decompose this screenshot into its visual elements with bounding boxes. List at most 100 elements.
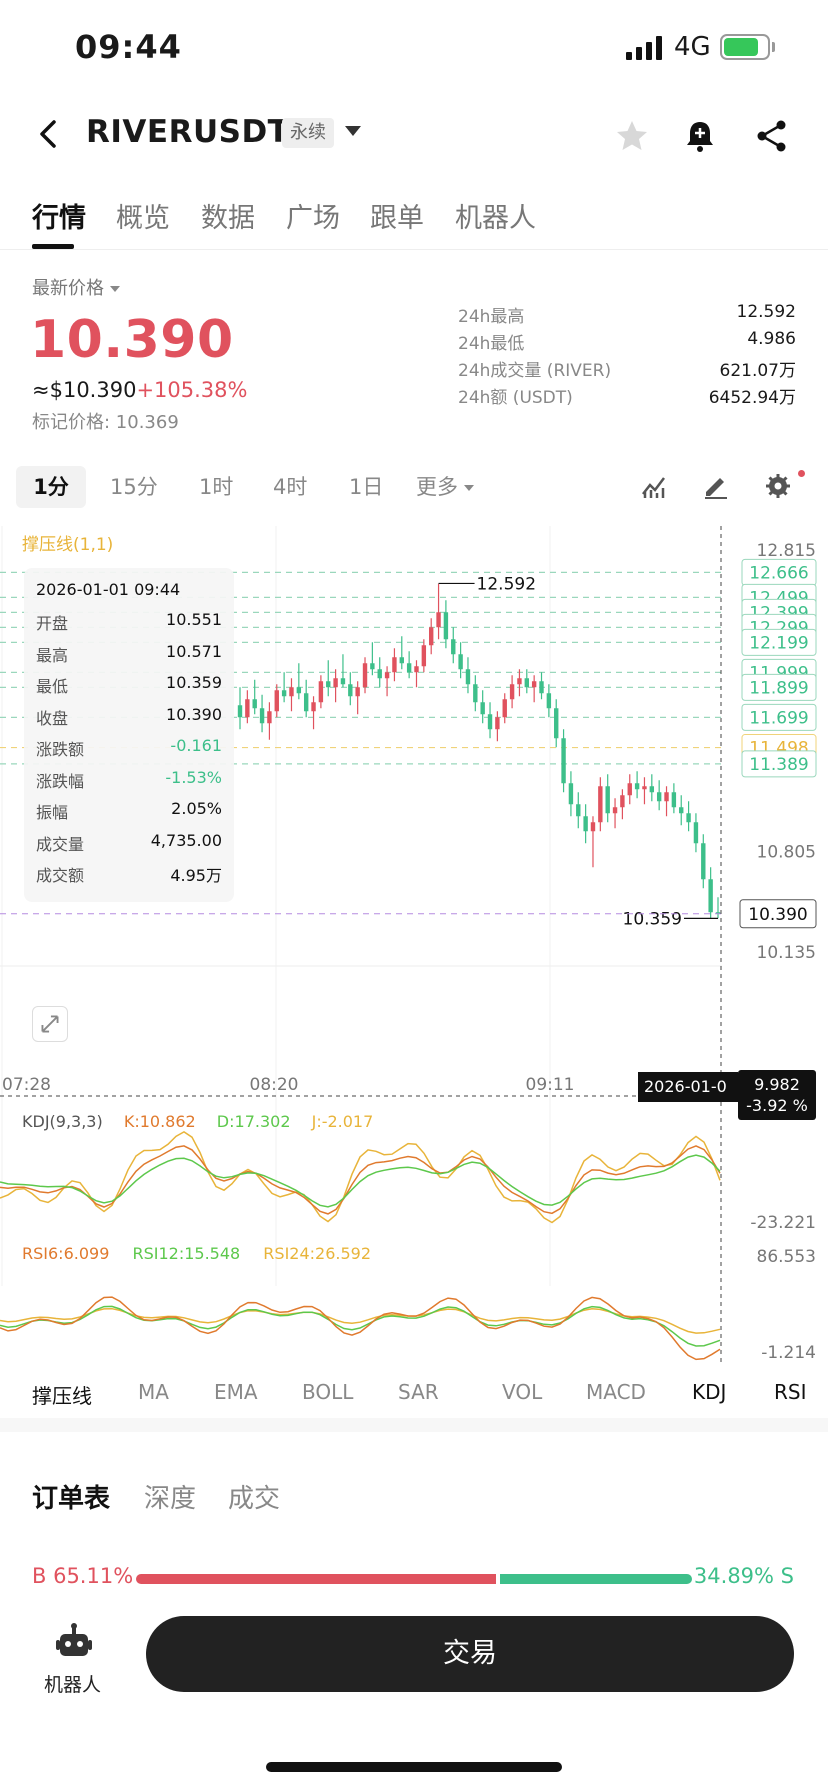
interval-15m[interactable]: 15分 bbox=[110, 475, 158, 499]
candle-body-64 bbox=[708, 879, 713, 913]
candle-body-61 bbox=[686, 813, 691, 823]
tab-market[interactable]: 行情 bbox=[32, 203, 86, 234]
signal-icon bbox=[626, 36, 662, 60]
kdj-k-value: K:10.862 bbox=[123, 1112, 196, 1131]
chart-area[interactable]: 12.666 12.499 12.399 12.299 12.199 11.999 11.8… bbox=[0, 526, 828, 1366]
candle-body-26 bbox=[429, 627, 434, 646]
candle-body-46 bbox=[576, 804, 581, 817]
indicator-chart-icon[interactable] bbox=[640, 472, 668, 500]
change-percent: +105.38% bbox=[136, 378, 248, 402]
ind-tab-vol[interactable]: VOL bbox=[502, 1380, 543, 1404]
candle-body-63 bbox=[701, 843, 706, 880]
candle-body-51 bbox=[612, 807, 618, 814]
rsi24-line bbox=[0, 1307, 721, 1334]
candle-body-30 bbox=[458, 654, 463, 670]
tab-square[interactable]: 广场 bbox=[286, 203, 340, 234]
back-icon[interactable] bbox=[30, 114, 70, 154]
symbol-dropdown-icon[interactable] bbox=[345, 126, 361, 136]
draw-pen-icon[interactable] bbox=[702, 472, 730, 500]
kdj-k-line bbox=[0, 1145, 721, 1215]
candle-body-33 bbox=[480, 702, 485, 715]
ohlc-row-change: 涨跌额 -0.161 bbox=[36, 736, 222, 759]
ohlc-row-volume: 成交量 4,735.00 bbox=[36, 830, 222, 854]
bell-plus-icon[interactable] bbox=[680, 116, 720, 156]
trade-button[interactable]: 交易 bbox=[146, 1616, 794, 1692]
candle-body-19 bbox=[377, 669, 382, 679]
ind-tab-macd[interactable]: MACD bbox=[586, 1380, 646, 1404]
candle-body-18 bbox=[370, 663, 375, 670]
ohlc-row-high: 最高 10.571 bbox=[36, 641, 222, 665]
x-axis-tick-0: 07:28 bbox=[2, 1075, 51, 1095]
level-label-4: 12.199 bbox=[749, 633, 808, 653]
interval-4h[interactable]: 4时 bbox=[273, 475, 308, 499]
stats-24h: 24h最高 12.592 24h最低 4.986 24h成交量 (RIVER) 621… bbox=[458, 302, 796, 410]
candle-body-53 bbox=[627, 783, 632, 796]
ind-tab-boll[interactable]: BOLL bbox=[302, 1380, 354, 1404]
ind-tab-ma[interactable]: MA bbox=[138, 1380, 169, 1404]
candle-body-28 bbox=[443, 612, 449, 640]
candle-body-10 bbox=[311, 702, 316, 712]
last-price-label[interactable]: 最新价格 bbox=[32, 274, 120, 300]
robot-icon[interactable] bbox=[54, 1622, 94, 1662]
tab-orderbook[interactable]: 订单表 bbox=[32, 1484, 111, 1514]
star-icon[interactable] bbox=[612, 116, 652, 156]
rsi6-value: RSI6:6.099 bbox=[22, 1244, 110, 1263]
tab-robot[interactable]: 机器人 bbox=[455, 203, 536, 234]
candle-body-11 bbox=[318, 681, 324, 703]
candle-body-40 bbox=[531, 681, 537, 688]
home-indicator bbox=[266, 1762, 562, 1772]
header: RIVERUSDT 永续 bbox=[0, 96, 828, 176]
rsi24-value: RSI24:26.592 bbox=[263, 1244, 372, 1263]
candle-body-27 bbox=[436, 612, 441, 628]
candle-body-0 bbox=[237, 705, 243, 718]
candle-body-57 bbox=[656, 792, 662, 802]
high-marker-label: 12.592 bbox=[477, 574, 536, 594]
kdj-j-value: J:-2.017 bbox=[311, 1112, 374, 1131]
x-axis-tick-1: 08:20 bbox=[250, 1075, 299, 1095]
tab-depth[interactable]: 深度 bbox=[144, 1484, 197, 1514]
sell-ratio-label: 34.89% S bbox=[693, 1564, 794, 1588]
share-icon[interactable] bbox=[752, 116, 792, 156]
rsi12-line bbox=[0, 1305, 721, 1347]
ind-tab-support-resistance[interactable]: 撑压线 bbox=[32, 1384, 92, 1408]
candle-body-41 bbox=[539, 681, 544, 694]
price-type-caret-icon bbox=[110, 286, 120, 292]
rsi-legend: RSI6:6.099 RSI12:15.548 RSI24:26.592 bbox=[22, 1244, 371, 1263]
tab-copy-trading[interactable]: 跟单 bbox=[370, 203, 424, 234]
support-resistance-label: 撑压线(1,1) bbox=[22, 535, 114, 555]
last-price: 10.390 bbox=[30, 310, 234, 370]
ohlc-time: 2026-01-01 09:44 bbox=[36, 580, 181, 599]
kdj-j-line bbox=[0, 1131, 721, 1224]
candle-body-20 bbox=[384, 672, 390, 679]
ind-tab-ema[interactable]: EMA bbox=[214, 1380, 258, 1404]
current-price-label: 10.390 bbox=[748, 905, 807, 925]
candle-body-44 bbox=[561, 738, 566, 784]
candle-body-4 bbox=[267, 711, 272, 724]
ind-tab-rsi[interactable]: RSI bbox=[774, 1380, 807, 1404]
interval-1h[interactable]: 1时 bbox=[199, 475, 234, 499]
symbol-title[interactable]: RIVERUSDT bbox=[86, 114, 290, 150]
candle-body-13 bbox=[333, 678, 338, 688]
robot-label[interactable]: 机器人 bbox=[44, 1674, 102, 1696]
rsi12-value: RSI12:15.548 bbox=[132, 1244, 241, 1263]
tab-overview[interactable]: 概览 bbox=[116, 203, 170, 234]
candle-body-49 bbox=[598, 786, 603, 823]
fullscreen-expand-icon[interactable] bbox=[32, 1006, 68, 1042]
interval-1m[interactable]: 1分 bbox=[16, 466, 86, 508]
interval-1d[interactable]: 1日 bbox=[349, 475, 384, 499]
tab-data[interactable]: 数据 bbox=[201, 203, 255, 234]
y-axis-tick-2: 10.135 bbox=[757, 943, 816, 963]
level-label-9: 11.389 bbox=[749, 755, 808, 775]
buy-ratio-fill bbox=[136, 1574, 496, 1584]
ind-tab-sar[interactable]: SAR bbox=[398, 1380, 439, 1404]
candle-body-65 bbox=[715, 912, 721, 914]
settings-gear-icon[interactable] bbox=[764, 472, 792, 500]
interval-more[interactable]: 更多 bbox=[416, 466, 474, 508]
candle-body-55 bbox=[642, 786, 647, 790]
tab-trades[interactable]: 成交 bbox=[228, 1484, 281, 1514]
main-tabs: 行情 概览 数据 广场 跟单 机器人 bbox=[0, 190, 828, 250]
rsi-axis-bottom: -1.214 bbox=[761, 1343, 816, 1363]
candle-body-29 bbox=[451, 639, 456, 655]
ind-tab-kdj[interactable]: KDJ bbox=[692, 1380, 727, 1404]
candlestick-chart[interactable]: 12.66612.49912.39912.29912.19911.99911.8… bbox=[0, 526, 828, 1366]
